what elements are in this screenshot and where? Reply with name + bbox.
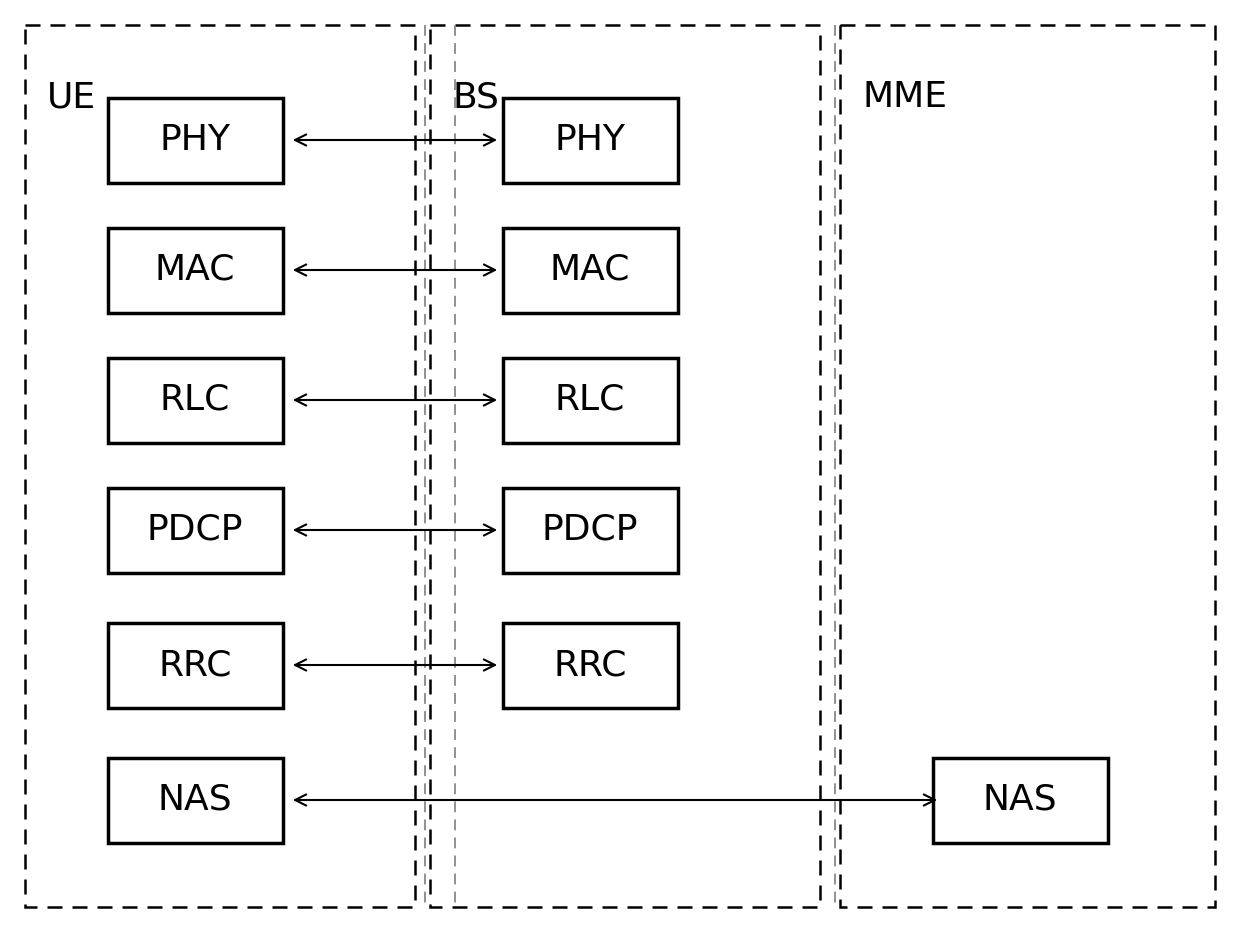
Bar [108, 227, 283, 312]
Bar [108, 98, 283, 183]
Text: RLC: RLC [554, 383, 625, 417]
Text: RRC: RRC [553, 648, 626, 682]
Text: BS: BS [453, 80, 498, 114]
Text: NAS: NAS [982, 783, 1058, 817]
Bar [502, 358, 677, 443]
Bar [25, 25, 415, 907]
Text: RRC: RRC [159, 648, 232, 682]
Text: RLC: RLC [160, 383, 231, 417]
Text: PHY: PHY [554, 123, 625, 157]
Text: MAC: MAC [155, 253, 236, 287]
Text: MME: MME [862, 80, 947, 114]
Bar [502, 487, 677, 572]
Text: NAS: NAS [157, 783, 232, 817]
Bar [932, 758, 1107, 843]
Bar [430, 25, 820, 907]
Bar [502, 227, 677, 312]
Bar [502, 623, 677, 707]
Bar [108, 487, 283, 572]
Text: UE: UE [47, 80, 97, 114]
Bar [108, 758, 283, 843]
Text: PDCP: PDCP [542, 513, 639, 547]
Text: MAC: MAC [549, 253, 630, 287]
Text: PDCP: PDCP [146, 513, 243, 547]
Text: PHY: PHY [160, 123, 231, 157]
Bar [108, 623, 283, 707]
Bar [502, 98, 677, 183]
Bar [839, 25, 1215, 907]
Bar [108, 358, 283, 443]
